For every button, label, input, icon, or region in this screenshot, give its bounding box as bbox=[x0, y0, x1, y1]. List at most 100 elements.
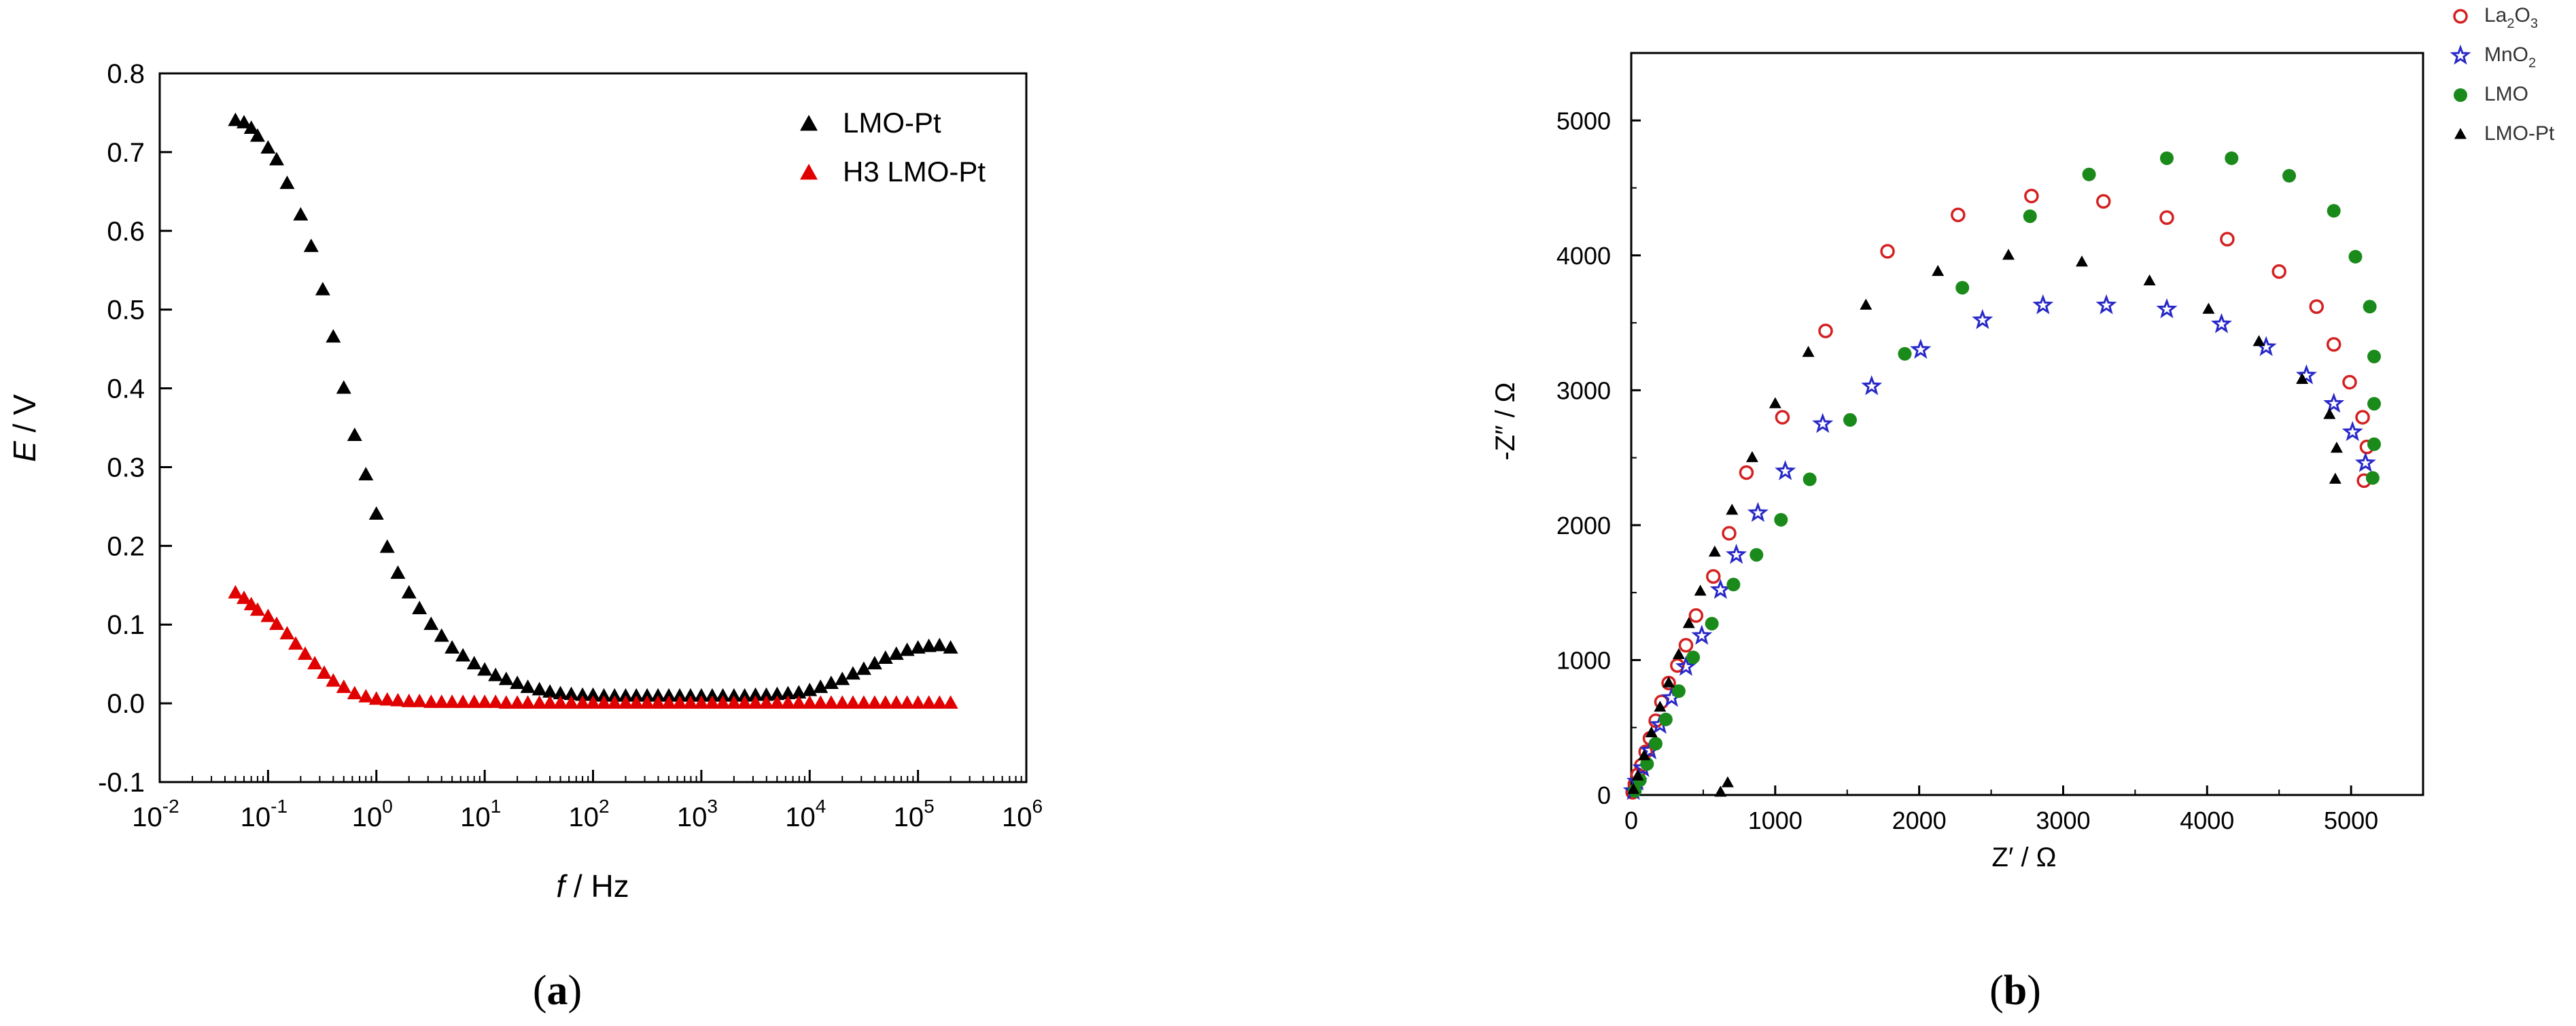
legend-label: LMO bbox=[2484, 83, 2528, 105]
data-point-lmo-pt bbox=[1802, 346, 1815, 357]
y-tick-label: 0.2 bbox=[107, 531, 145, 561]
panel-caption-b: (b) bbox=[1989, 968, 2041, 1014]
data-point-lmo-pt bbox=[802, 682, 818, 696]
data-point-lmo bbox=[2082, 167, 2096, 181]
data-point-lmo-pt bbox=[390, 565, 406, 579]
data-point-h3-lmo-pt bbox=[532, 695, 547, 709]
data-point-lmo-pt bbox=[260, 140, 276, 154]
data-point-la2o3 bbox=[2096, 194, 2111, 209]
data-point-h3-lmo-pt bbox=[780, 695, 796, 709]
data-point-h3-lmo-pt bbox=[845, 695, 860, 709]
data-point-h3-lmo-pt bbox=[297, 646, 313, 660]
data-point-la2o3 bbox=[2159, 210, 2174, 225]
data-point-lmo-pt bbox=[2329, 472, 2342, 484]
legend-label: MnO2 bbox=[2484, 43, 2536, 71]
data-point-lmo-pt bbox=[455, 648, 471, 662]
data-point-lmo-pt bbox=[237, 115, 252, 128]
data-point-lmo bbox=[2365, 471, 2380, 485]
data-point-h3-lmo-pt bbox=[336, 679, 351, 693]
data-point-lmo bbox=[2367, 397, 2381, 411]
data-point-la2o3 bbox=[1705, 569, 1721, 584]
data-point-lmo-pt bbox=[2296, 372, 2309, 384]
data-point-h3-lmo-pt bbox=[726, 695, 742, 709]
data-point-h3-lmo-pt bbox=[358, 688, 374, 703]
data-point-lmo-pt bbox=[1860, 298, 1873, 310]
data-point-h3-lmo-pt bbox=[288, 636, 304, 650]
data-point-lmo-pt bbox=[726, 688, 742, 702]
data-point-mno2 bbox=[2323, 392, 2345, 413]
data-point-mno2 bbox=[2032, 294, 2054, 315]
data-point-mno2 bbox=[2342, 421, 2363, 442]
data-point-mno2 bbox=[2156, 298, 2178, 319]
data-point-lmo-pt bbox=[867, 656, 882, 670]
data-point-lmo-pt bbox=[823, 675, 839, 690]
data-point-lmo-pt bbox=[769, 686, 785, 701]
data-point-h3-lmo-pt bbox=[899, 695, 915, 709]
data-point-lmo-pt bbox=[877, 650, 893, 664]
x-tick-label: 3000 bbox=[2036, 807, 2090, 834]
data-point-lmo-pt bbox=[1682, 617, 1695, 629]
data-point-la2o3 bbox=[1775, 410, 1790, 425]
plot-area-b bbox=[1630, 52, 2424, 796]
y-tick-label: 0.8 bbox=[107, 59, 145, 89]
data-point-h3-lmo-pt bbox=[563, 695, 579, 709]
legend-label: LMO-Pt bbox=[843, 107, 941, 139]
legend-marker bbox=[2453, 9, 2468, 24]
data-point-lmo bbox=[1803, 472, 1817, 487]
data-point-h3-lmo-pt bbox=[423, 694, 439, 708]
x-tick-label: 102 bbox=[568, 796, 609, 832]
data-point-h3-lmo-pt bbox=[326, 673, 341, 687]
x-tick-label: 105 bbox=[894, 796, 935, 832]
data-point-lmo-pt bbox=[943, 640, 958, 654]
legend-b: La2O3 MnO2 LMO LMO-Pt bbox=[2450, 4, 2555, 145]
chart-panel-b: 0 1000 2000 3000 4000 5000 0 1000 2000 3000 4000 5… bbox=[1491, 4, 2555, 1014]
data-point-lmo-pt bbox=[2075, 255, 2088, 267]
data-point-lmo-pt bbox=[2323, 408, 2336, 419]
data-point-h3-lmo-pt bbox=[650, 695, 666, 709]
x-tick-label: 1000 bbox=[1748, 807, 1803, 834]
data-point-lmo-pt bbox=[585, 687, 601, 701]
data-point-lmo-pt bbox=[249, 128, 265, 142]
y-axis-label-b: -Z″ / Ω bbox=[1491, 382, 1520, 460]
data-point-h3-lmo-pt bbox=[401, 693, 417, 707]
y-tick-label: 0.0 bbox=[107, 689, 145, 719]
data-point-h3-lmo-pt bbox=[672, 695, 688, 709]
data-point-mno2 bbox=[2295, 364, 2317, 385]
data-point-lmo-pt bbox=[368, 506, 384, 520]
data-point-lmo-pt bbox=[488, 667, 504, 682]
data-point-la2o3 bbox=[1670, 658, 1685, 673]
y-tick-label: 0.5 bbox=[107, 296, 145, 325]
data-point-lmo bbox=[2348, 249, 2363, 264]
data-point-h3-lmo-pt bbox=[921, 695, 937, 709]
x-axis-a: 10-2 10-1 100 101 102 103 104 105 106 bbox=[132, 770, 1043, 832]
data-point-lmo bbox=[1750, 548, 1764, 562]
data-point-lmo-pt bbox=[1627, 783, 1640, 794]
legend-label: La2O3 bbox=[2484, 4, 2538, 31]
data-point-h3-lmo-pt bbox=[813, 695, 829, 709]
data-point-la2o3 bbox=[1880, 244, 1895, 259]
data-point-lmo-pt bbox=[2252, 335, 2265, 347]
data-point-la2o3 bbox=[1688, 608, 1704, 623]
data-point-lmo-pt bbox=[1745, 450, 1758, 463]
y-tick-label: 0.7 bbox=[107, 138, 145, 168]
data-point-lmo-pt bbox=[1721, 776, 1734, 788]
data-point-h3-lmo-pt bbox=[640, 695, 655, 709]
legend-marker bbox=[800, 163, 818, 180]
data-point-mno2 bbox=[1691, 624, 1713, 645]
data-point-mno2 bbox=[1910, 338, 1932, 359]
y-axis-label-a: E / V bbox=[7, 394, 42, 462]
data-point-mno2 bbox=[1747, 501, 1769, 523]
data-point-mno2 bbox=[1775, 460, 1796, 480]
y-tick-label: 2000 bbox=[1556, 512, 1611, 539]
data-point-lmo bbox=[2327, 204, 2341, 218]
data-point-h3-lmo-pt bbox=[445, 694, 460, 708]
data-point-lmo-pt bbox=[477, 662, 493, 676]
data-point-lmo-pt bbox=[856, 661, 871, 675]
x-tick-label: 101 bbox=[460, 796, 501, 832]
data-point-lmo-pt bbox=[1726, 503, 1739, 515]
data-point-la2o3 bbox=[2342, 374, 2357, 390]
data-point-h3-lmo-pt bbox=[748, 695, 763, 709]
data-point-lmo bbox=[1658, 712, 1673, 726]
data-point-h3-lmo-pt bbox=[682, 695, 698, 709]
data-point-lmo-pt bbox=[498, 671, 514, 686]
